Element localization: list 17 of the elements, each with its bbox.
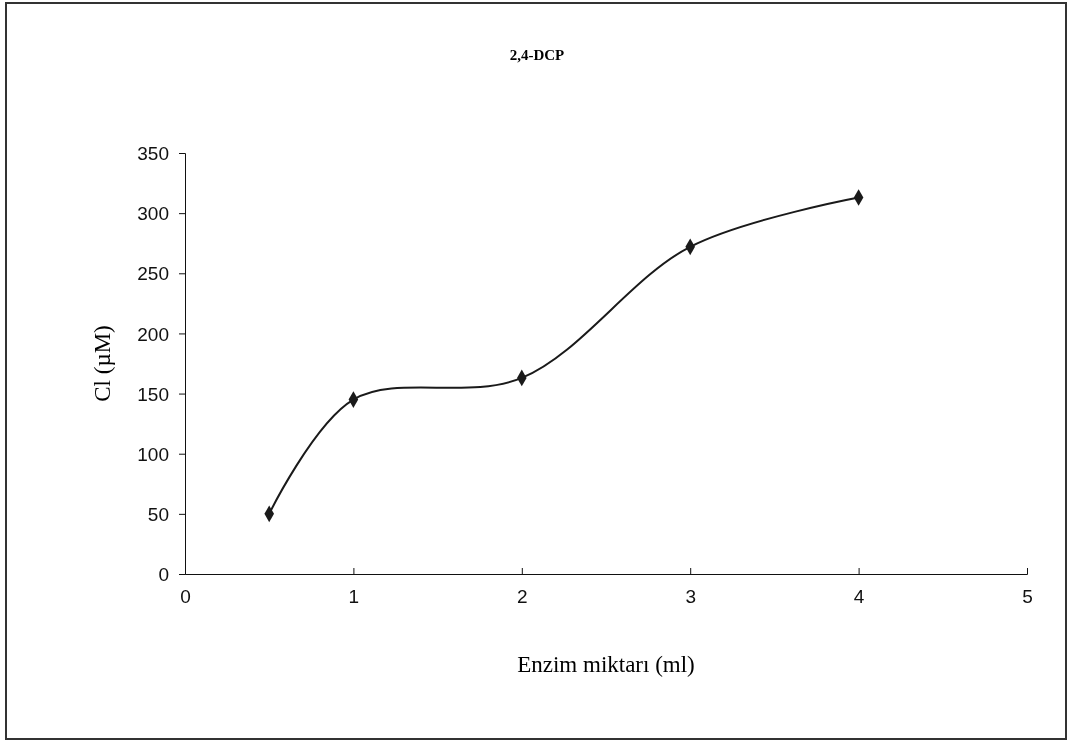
y-tick-label: 200	[137, 323, 169, 345]
y-tick-label: 50	[147, 504, 169, 526]
x-tick-label: 3	[685, 586, 696, 608]
chart-title: 2,4-DCP	[509, 47, 565, 63]
y-tick-label: 300	[137, 203, 169, 225]
y-tick-label: 150	[137, 383, 169, 405]
x-tick-label: 1	[348, 586, 360, 608]
x-tick-label: 4	[853, 586, 865, 608]
y-tick-label: 250	[137, 263, 169, 285]
y-tick-label: 350	[137, 143, 169, 165]
y-tick-label: 100	[137, 443, 169, 465]
x-tick-label: 2	[517, 586, 528, 608]
x-axis-title: Enzim miktarı (ml)	[517, 652, 695, 677]
x-tick-label: 0	[180, 586, 191, 608]
y-tick-label: 0	[158, 564, 169, 586]
x-tick-label: 5	[1022, 586, 1033, 608]
y-axis-title: Cl (µM)	[90, 325, 115, 402]
